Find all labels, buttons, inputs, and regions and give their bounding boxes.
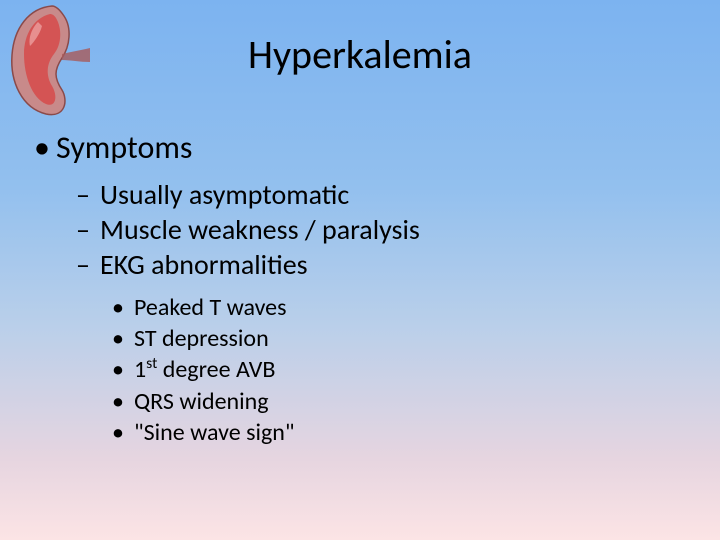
slide-content: •Symptoms – Usually asymptomatic – Muscl… (34, 128, 690, 448)
list-item: – EKG abnormalities (76, 247, 690, 282)
item-text: ST depression (134, 323, 269, 354)
item-text: Muscle weakness / paralysis (100, 212, 420, 247)
bullet-text: Symptoms (56, 128, 192, 167)
bullet-marker: • (112, 292, 134, 323)
bullet-marker: • (112, 354, 134, 385)
item-text: 1st degree AVB (134, 354, 275, 385)
bullet-marker: • (34, 128, 56, 167)
item-text: QRS widening (134, 386, 269, 417)
level2-list: – Usually asymptomatic – Muscle weakness… (76, 177, 690, 282)
item-text: EKG abnormalities (100, 247, 308, 282)
list-item: • "Sine wave sign" (112, 417, 690, 448)
bullet-level1: •Symptoms (34, 128, 690, 167)
list-item: • QRS widening (112, 386, 690, 417)
list-item: – Usually asymptomatic (76, 177, 690, 212)
level3-list: • Peaked T waves • ST depression • 1st d… (112, 292, 690, 448)
list-item: • Peaked T waves (112, 292, 690, 323)
slide: Hyperkalemia •Symptoms – Usually asympto… (0, 0, 720, 540)
bullet-marker: • (112, 323, 134, 354)
dash-marker: – (76, 177, 100, 212)
bullet-marker: • (112, 417, 134, 448)
item-text: Peaked T waves (134, 292, 287, 323)
bullet-marker: • (112, 386, 134, 417)
dash-marker: – (76, 212, 100, 247)
item-text: "Sine wave sign" (134, 417, 295, 448)
list-item: – Muscle weakness / paralysis (76, 212, 690, 247)
dash-marker: – (76, 247, 100, 282)
item-text: Usually asymptomatic (100, 177, 349, 212)
list-item: • 1st degree AVB (112, 354, 690, 385)
slide-title: Hyperkalemia (0, 30, 720, 79)
list-item: • ST depression (112, 323, 690, 354)
